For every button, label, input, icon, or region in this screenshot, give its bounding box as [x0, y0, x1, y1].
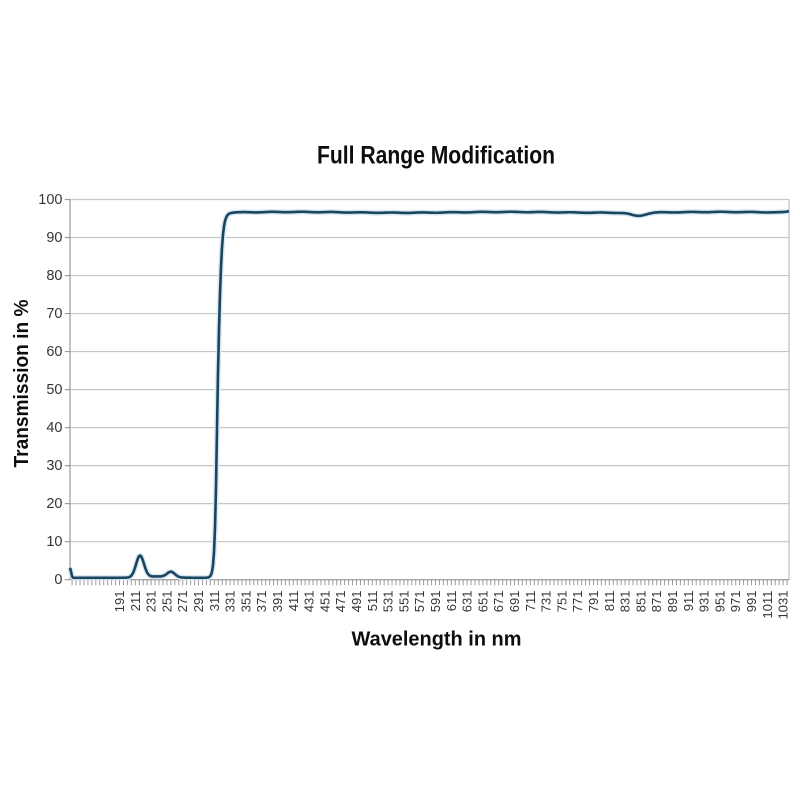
svg-text:551: 551 — [396, 591, 411, 613]
svg-text:971: 971 — [728, 591, 743, 613]
svg-text:611: 611 — [444, 591, 459, 612]
svg-text:591: 591 — [428, 591, 443, 613]
svg-text:411: 411 — [286, 591, 301, 612]
svg-text:691: 691 — [507, 591, 522, 613]
svg-text:951: 951 — [712, 591, 727, 613]
svg-text:Transmission in %: Transmission in % — [11, 299, 33, 467]
svg-text:30: 30 — [46, 458, 62, 474]
svg-text:Full Range Modification: Full Range Modification — [317, 142, 555, 170]
svg-text:731: 731 — [539, 591, 554, 613]
svg-text:371: 371 — [254, 591, 269, 613]
svg-text:991: 991 — [744, 591, 759, 613]
svg-text:331: 331 — [223, 591, 238, 613]
svg-text:231: 231 — [144, 591, 159, 613]
svg-text:571: 571 — [412, 591, 427, 613]
svg-text:251: 251 — [159, 591, 174, 613]
svg-text:711: 711 — [523, 591, 538, 612]
svg-text:311: 311 — [207, 591, 222, 612]
svg-text:631: 631 — [460, 591, 475, 613]
svg-text:291: 291 — [191, 591, 206, 613]
svg-text:651: 651 — [475, 591, 490, 613]
svg-text:791: 791 — [586, 591, 601, 613]
svg-text:491: 491 — [349, 591, 364, 613]
svg-text:351: 351 — [238, 591, 253, 613]
svg-text:511: 511 — [365, 591, 380, 612]
svg-text:90: 90 — [46, 230, 62, 246]
svg-text:0: 0 — [54, 572, 62, 588]
svg-text:851: 851 — [633, 591, 648, 613]
svg-text:191: 191 — [112, 591, 127, 613]
svg-text:271: 271 — [175, 591, 190, 613]
svg-text:1011: 1011 — [760, 591, 775, 619]
svg-text:751: 751 — [554, 591, 569, 613]
svg-text:50: 50 — [46, 382, 62, 398]
svg-text:Wavelength in nm: Wavelength in nm — [352, 629, 522, 651]
svg-text:871: 871 — [649, 591, 664, 613]
svg-text:671: 671 — [491, 591, 506, 613]
svg-text:10: 10 — [46, 534, 62, 550]
svg-text:811: 811 — [602, 591, 617, 612]
svg-text:471: 471 — [333, 591, 348, 613]
svg-text:771: 771 — [570, 591, 585, 613]
svg-text:911: 911 — [681, 591, 696, 612]
svg-text:100: 100 — [38, 192, 62, 208]
svg-text:1031: 1031 — [776, 591, 791, 620]
svg-text:891: 891 — [665, 591, 680, 613]
svg-text:531: 531 — [381, 591, 396, 613]
svg-text:40: 40 — [46, 420, 62, 436]
svg-text:451: 451 — [317, 591, 332, 613]
svg-text:70: 70 — [46, 306, 62, 322]
svg-text:831: 831 — [618, 591, 633, 613]
svg-text:60: 60 — [46, 344, 62, 360]
svg-text:80: 80 — [46, 268, 62, 284]
svg-text:431: 431 — [302, 591, 317, 613]
svg-text:211: 211 — [128, 591, 143, 612]
svg-text:391: 391 — [270, 591, 285, 613]
svg-text:931: 931 — [697, 591, 712, 613]
svg-text:20: 20 — [46, 496, 62, 512]
